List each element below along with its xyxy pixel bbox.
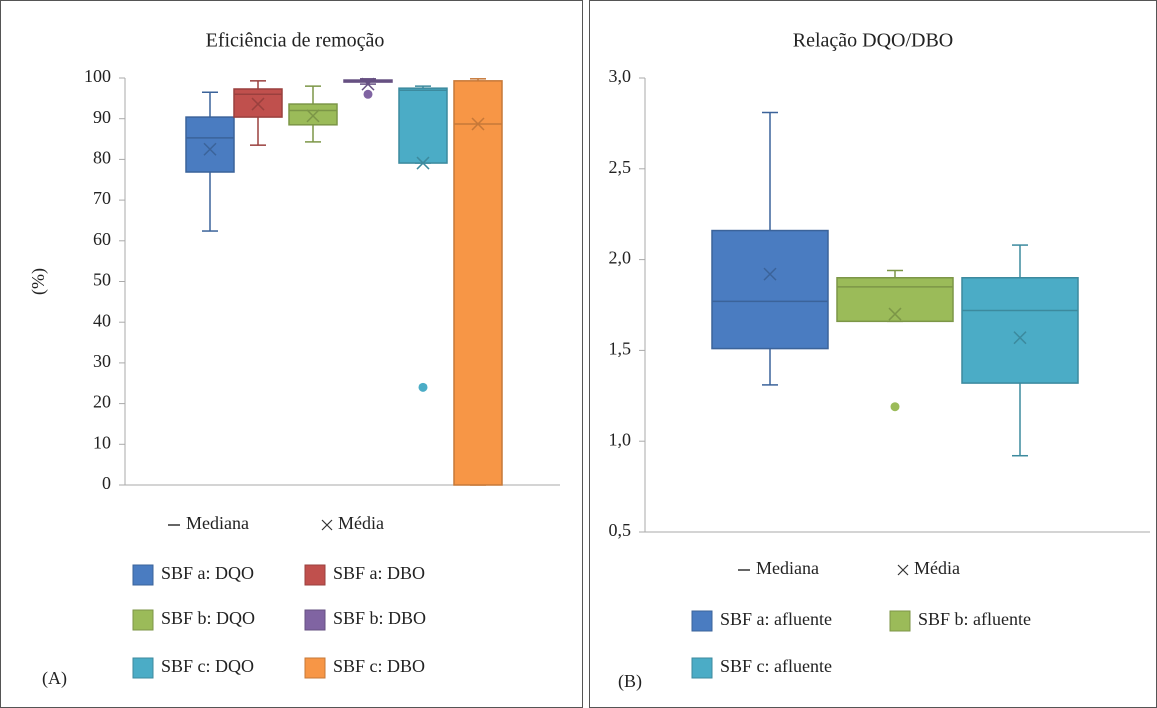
y-tick-label: 2,5 — [609, 157, 632, 177]
y-tick-label: 70 — [93, 188, 111, 208]
legend-swatch — [304, 609, 326, 631]
mean-marker — [203, 142, 217, 156]
y-tick-label: 0 — [102, 473, 111, 493]
y-tick-label: 30 — [93, 351, 111, 371]
median-legend-label: Mediana — [756, 558, 819, 578]
mean-marker — [251, 97, 265, 111]
mean-legend-label: Média — [338, 513, 384, 533]
chart-title: Relação DQO/DBO — [793, 30, 954, 52]
y-tick-label: 50 — [93, 270, 111, 290]
mean-legend-symbol — [897, 564, 909, 576]
y-tick-label: 100 — [84, 66, 111, 86]
y-axis-label: (%) — [28, 268, 49, 295]
chart-title: Eficiência de remoção — [206, 30, 385, 52]
mean-marker — [471, 117, 485, 131]
legend-swatch — [132, 564, 154, 586]
box — [961, 277, 1079, 384]
y-tick-label: 90 — [93, 107, 111, 127]
y-tick-label: 60 — [93, 229, 111, 249]
panel-label: (A) — [42, 668, 67, 689]
outlier — [418, 382, 428, 392]
mean-marker — [306, 109, 320, 123]
legend-swatch — [691, 610, 713, 632]
y-tick-label: 10 — [93, 432, 111, 452]
outlier — [363, 89, 373, 99]
box — [453, 80, 503, 486]
legend-label: SBF a: DBO — [333, 563, 425, 583]
box — [288, 103, 338, 126]
legend-label: SBF b: DQO — [161, 608, 255, 628]
y-tick-label: 1,5 — [609, 339, 632, 359]
mean-marker — [888, 307, 902, 321]
y-tick-label: 1,0 — [609, 429, 632, 449]
y-tick-label: 80 — [93, 148, 111, 168]
mean-legend-label: Média — [914, 558, 960, 578]
legend-swatch — [132, 657, 154, 679]
legend-swatch — [889, 610, 911, 632]
legend-swatch — [304, 564, 326, 586]
box — [711, 229, 829, 350]
y-tick-label: 3,0 — [609, 66, 632, 86]
panel-label: (B) — [618, 671, 642, 692]
legend-label: SBF c: afluente — [720, 656, 832, 676]
y-tick-label: 0,5 — [609, 520, 632, 540]
y-tick-label: 2,0 — [609, 248, 632, 268]
mean-marker — [763, 267, 777, 281]
y-tick-label: 40 — [93, 310, 111, 330]
mean-marker — [1013, 331, 1027, 345]
mean-marker — [361, 77, 375, 91]
legend-label: SBF b: DBO — [333, 608, 426, 628]
legend-label: SBF b: afluente — [918, 609, 1031, 629]
legend-label: SBF c: DBO — [333, 656, 425, 676]
legend-label: SBF c: DQO — [161, 656, 254, 676]
mean-marker — [416, 156, 430, 170]
legend-label: SBF a: DQO — [161, 563, 254, 583]
legend-label: SBF a: afluente — [720, 609, 832, 629]
box — [185, 116, 235, 173]
mean-legend-symbol — [321, 519, 333, 531]
legend-swatch — [304, 657, 326, 679]
median-legend-label: Mediana — [186, 513, 249, 533]
legend-swatch — [691, 657, 713, 679]
legend-swatch — [132, 609, 154, 631]
y-tick-label: 20 — [93, 392, 111, 412]
outlier — [890, 402, 900, 412]
box — [398, 87, 448, 164]
